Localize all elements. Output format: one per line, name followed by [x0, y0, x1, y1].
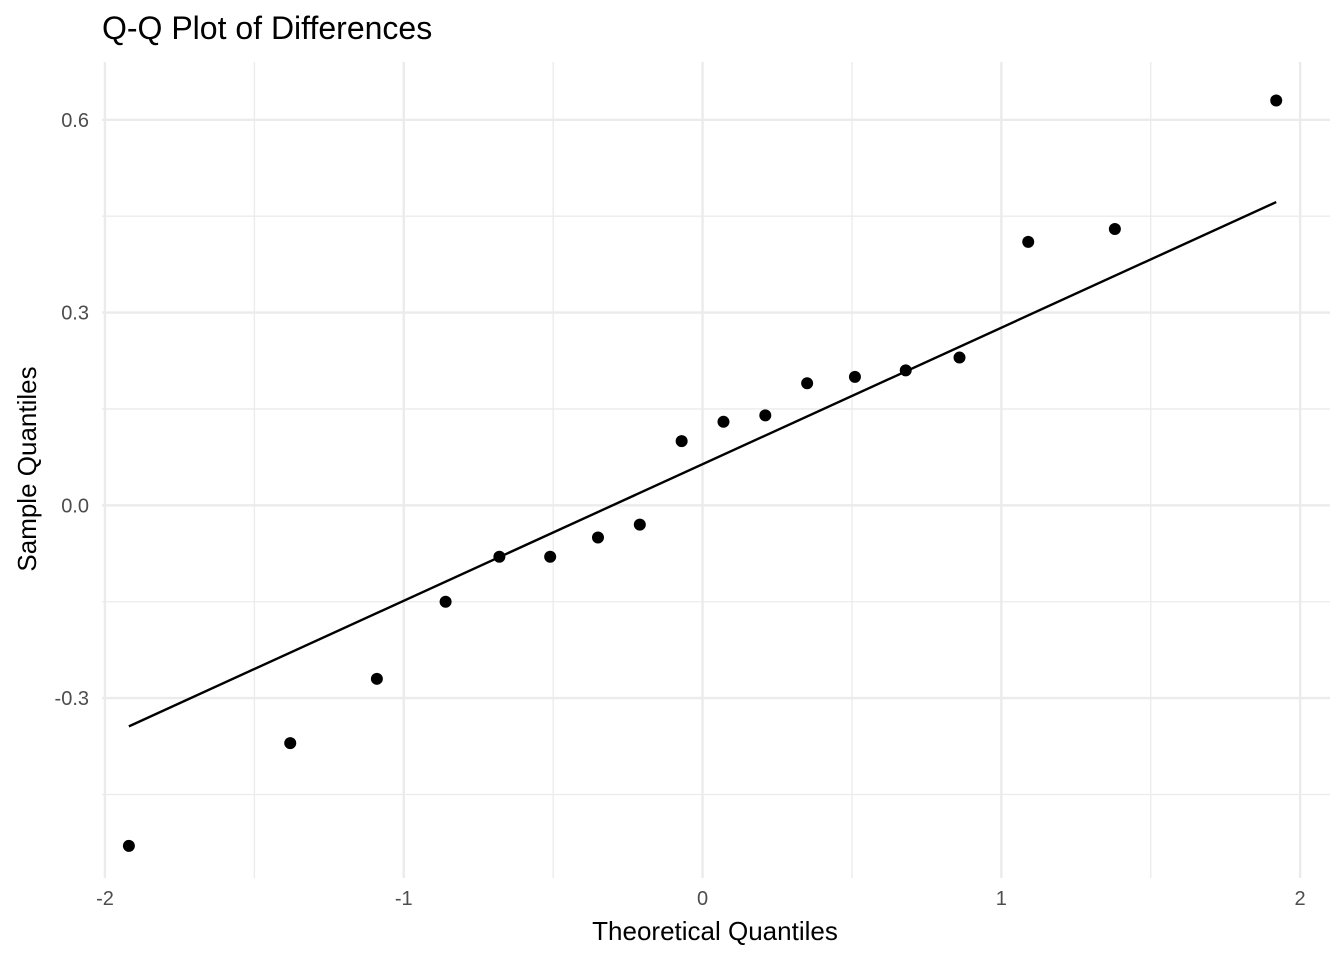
reference-line-group: [128, 200, 1277, 728]
y-axis-title: Sample Quantiles: [12, 366, 42, 571]
data-point: [717, 415, 730, 428]
y-tick-label: -0.3: [55, 688, 89, 710]
data-point: [675, 435, 688, 448]
data-point: [370, 672, 383, 685]
y-tick-label: 0.6: [61, 110, 89, 132]
data-point: [1022, 235, 1035, 248]
data-point: [439, 595, 452, 608]
x-axis-title: Theoretical Quantiles: [592, 916, 838, 946]
data-point: [1108, 223, 1121, 236]
x-tick-label: -2: [96, 888, 114, 910]
data-point: [759, 409, 772, 422]
data-points: [122, 94, 1283, 852]
data-point: [633, 518, 646, 531]
data-point: [493, 550, 506, 563]
data-point: [953, 351, 966, 364]
data-point: [122, 839, 135, 852]
data-point: [801, 377, 814, 390]
x-tick-label: 0: [697, 888, 708, 910]
x-tick-label: 1: [996, 888, 1007, 910]
y-tick-label: 0.0: [61, 495, 89, 517]
data-point: [284, 737, 297, 750]
data-point: [591, 531, 604, 544]
chart-title: Q-Q Plot of Differences: [102, 10, 432, 46]
data-point: [899, 364, 912, 377]
data-point: [848, 370, 861, 383]
x-tick-label: 2: [1295, 888, 1306, 910]
data-point: [1270, 94, 1283, 107]
y-tick-label: 0.3: [61, 303, 89, 325]
grid-lines: [102, 62, 1330, 878]
y-axis-tick-labels: -0.3 0.0 0.3 0.6: [55, 110, 89, 710]
reference-line: [128, 200, 1277, 728]
x-axis-tick-labels: -2 -1 0 1 2: [96, 888, 1306, 910]
x-tick-label: -1: [395, 888, 413, 910]
data-point: [544, 550, 557, 563]
